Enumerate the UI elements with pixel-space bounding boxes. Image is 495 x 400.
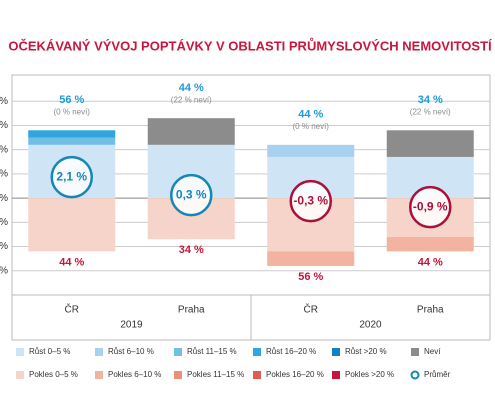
legend-label: Růst 16–20 % — [266, 347, 316, 356]
legend-swatch — [332, 348, 340, 356]
y-tick-label: 60 % — [0, 120, 8, 131]
unknown-note: (22 % neví) — [410, 107, 451, 116]
average-marker — [409, 185, 452, 229]
unknown-note: (0 % neví) — [293, 122, 330, 131]
legend-swatch — [16, 348, 24, 356]
legend-swatch — [411, 348, 419, 356]
average-marker — [289, 179, 332, 223]
x-tick-label: ČR — [304, 303, 318, 316]
legend-label: Pokles 16–20 % — [266, 370, 324, 379]
average-marker — [50, 155, 93, 199]
group-label: 2020 — [359, 320, 382, 331]
x-tick-label: ČR — [65, 303, 79, 316]
legend-swatch — [253, 371, 261, 379]
unknown-note: (22 % neví) — [171, 95, 212, 104]
x-tick-label: Praha — [178, 305, 205, 316]
chart-title: OČEKÁVANÝ VÝVOJ POPTÁVKY V OBLASTI PRŮMY… — [8, 37, 492, 53]
y-tick-label: 0 % — [0, 193, 8, 204]
bar-segment — [267, 251, 355, 266]
legend-swatch — [410, 370, 420, 380]
y-tick-label: 80 % — [0, 96, 8, 107]
legend-swatch — [174, 348, 182, 356]
legend-label: Průměr — [424, 370, 451, 379]
growth-total: 44 % — [179, 82, 204, 94]
legend-label: Růst >20 % — [345, 347, 387, 356]
y-tick-label: 40 % — [0, 144, 8, 155]
legend-label: Pokles 11–15 % — [187, 370, 244, 379]
growth-total: 44 % — [298, 109, 323, 121]
y-tick-label: 20 % — [0, 169, 8, 180]
y-tick-label: -40 % — [0, 241, 8, 252]
average-marker — [170, 173, 213, 217]
bar-segment — [386, 130, 474, 157]
legend-label: Pokles >20 % — [345, 370, 394, 379]
decline-total: 34 % — [179, 244, 204, 256]
group-label: 2019 — [120, 320, 143, 331]
legend-swatch — [174, 371, 182, 379]
y-tick-label: -20 % — [0, 217, 8, 228]
average-label: -0,3 % — [293, 193, 328, 207]
average-label: 2,1 % — [56, 169, 87, 183]
x-tick-label: Praha — [417, 305, 444, 316]
legend-swatch — [16, 371, 24, 379]
growth-total: 34 % — [418, 94, 443, 106]
average-label: -0,9 % — [413, 199, 448, 213]
bar-segment — [267, 144, 355, 157]
legend-label: Pokles 0–5 % — [29, 370, 78, 379]
legend-label: Růst 6–10 % — [108, 347, 154, 356]
bar-segment — [28, 130, 116, 138]
bar-segment — [386, 236, 474, 252]
legend-label: Růst 11–15 % — [187, 347, 237, 356]
unknown-note: (0 % neví) — [54, 107, 91, 116]
y-tick-label: -60 % — [0, 265, 8, 276]
legend-swatch — [332, 371, 340, 379]
growth-total: 56 % — [59, 94, 84, 106]
bar-segment — [147, 118, 235, 145]
legend-label: Neví — [424, 347, 441, 356]
legend-swatch — [253, 348, 261, 356]
legend-swatch — [95, 348, 103, 356]
legend-label: Pokles 6–10 % — [108, 370, 161, 379]
decline-total: 44 % — [59, 256, 84, 268]
legend-label: Růst 0–5 % — [29, 347, 70, 356]
average-label: 0,3 % — [176, 187, 207, 201]
bar-segment — [28, 137, 116, 145]
decline-total: 56 % — [298, 271, 323, 283]
decline-total: 44 % — [418, 256, 443, 268]
legend-swatch — [95, 371, 103, 379]
bar-segment — [28, 198, 116, 252]
